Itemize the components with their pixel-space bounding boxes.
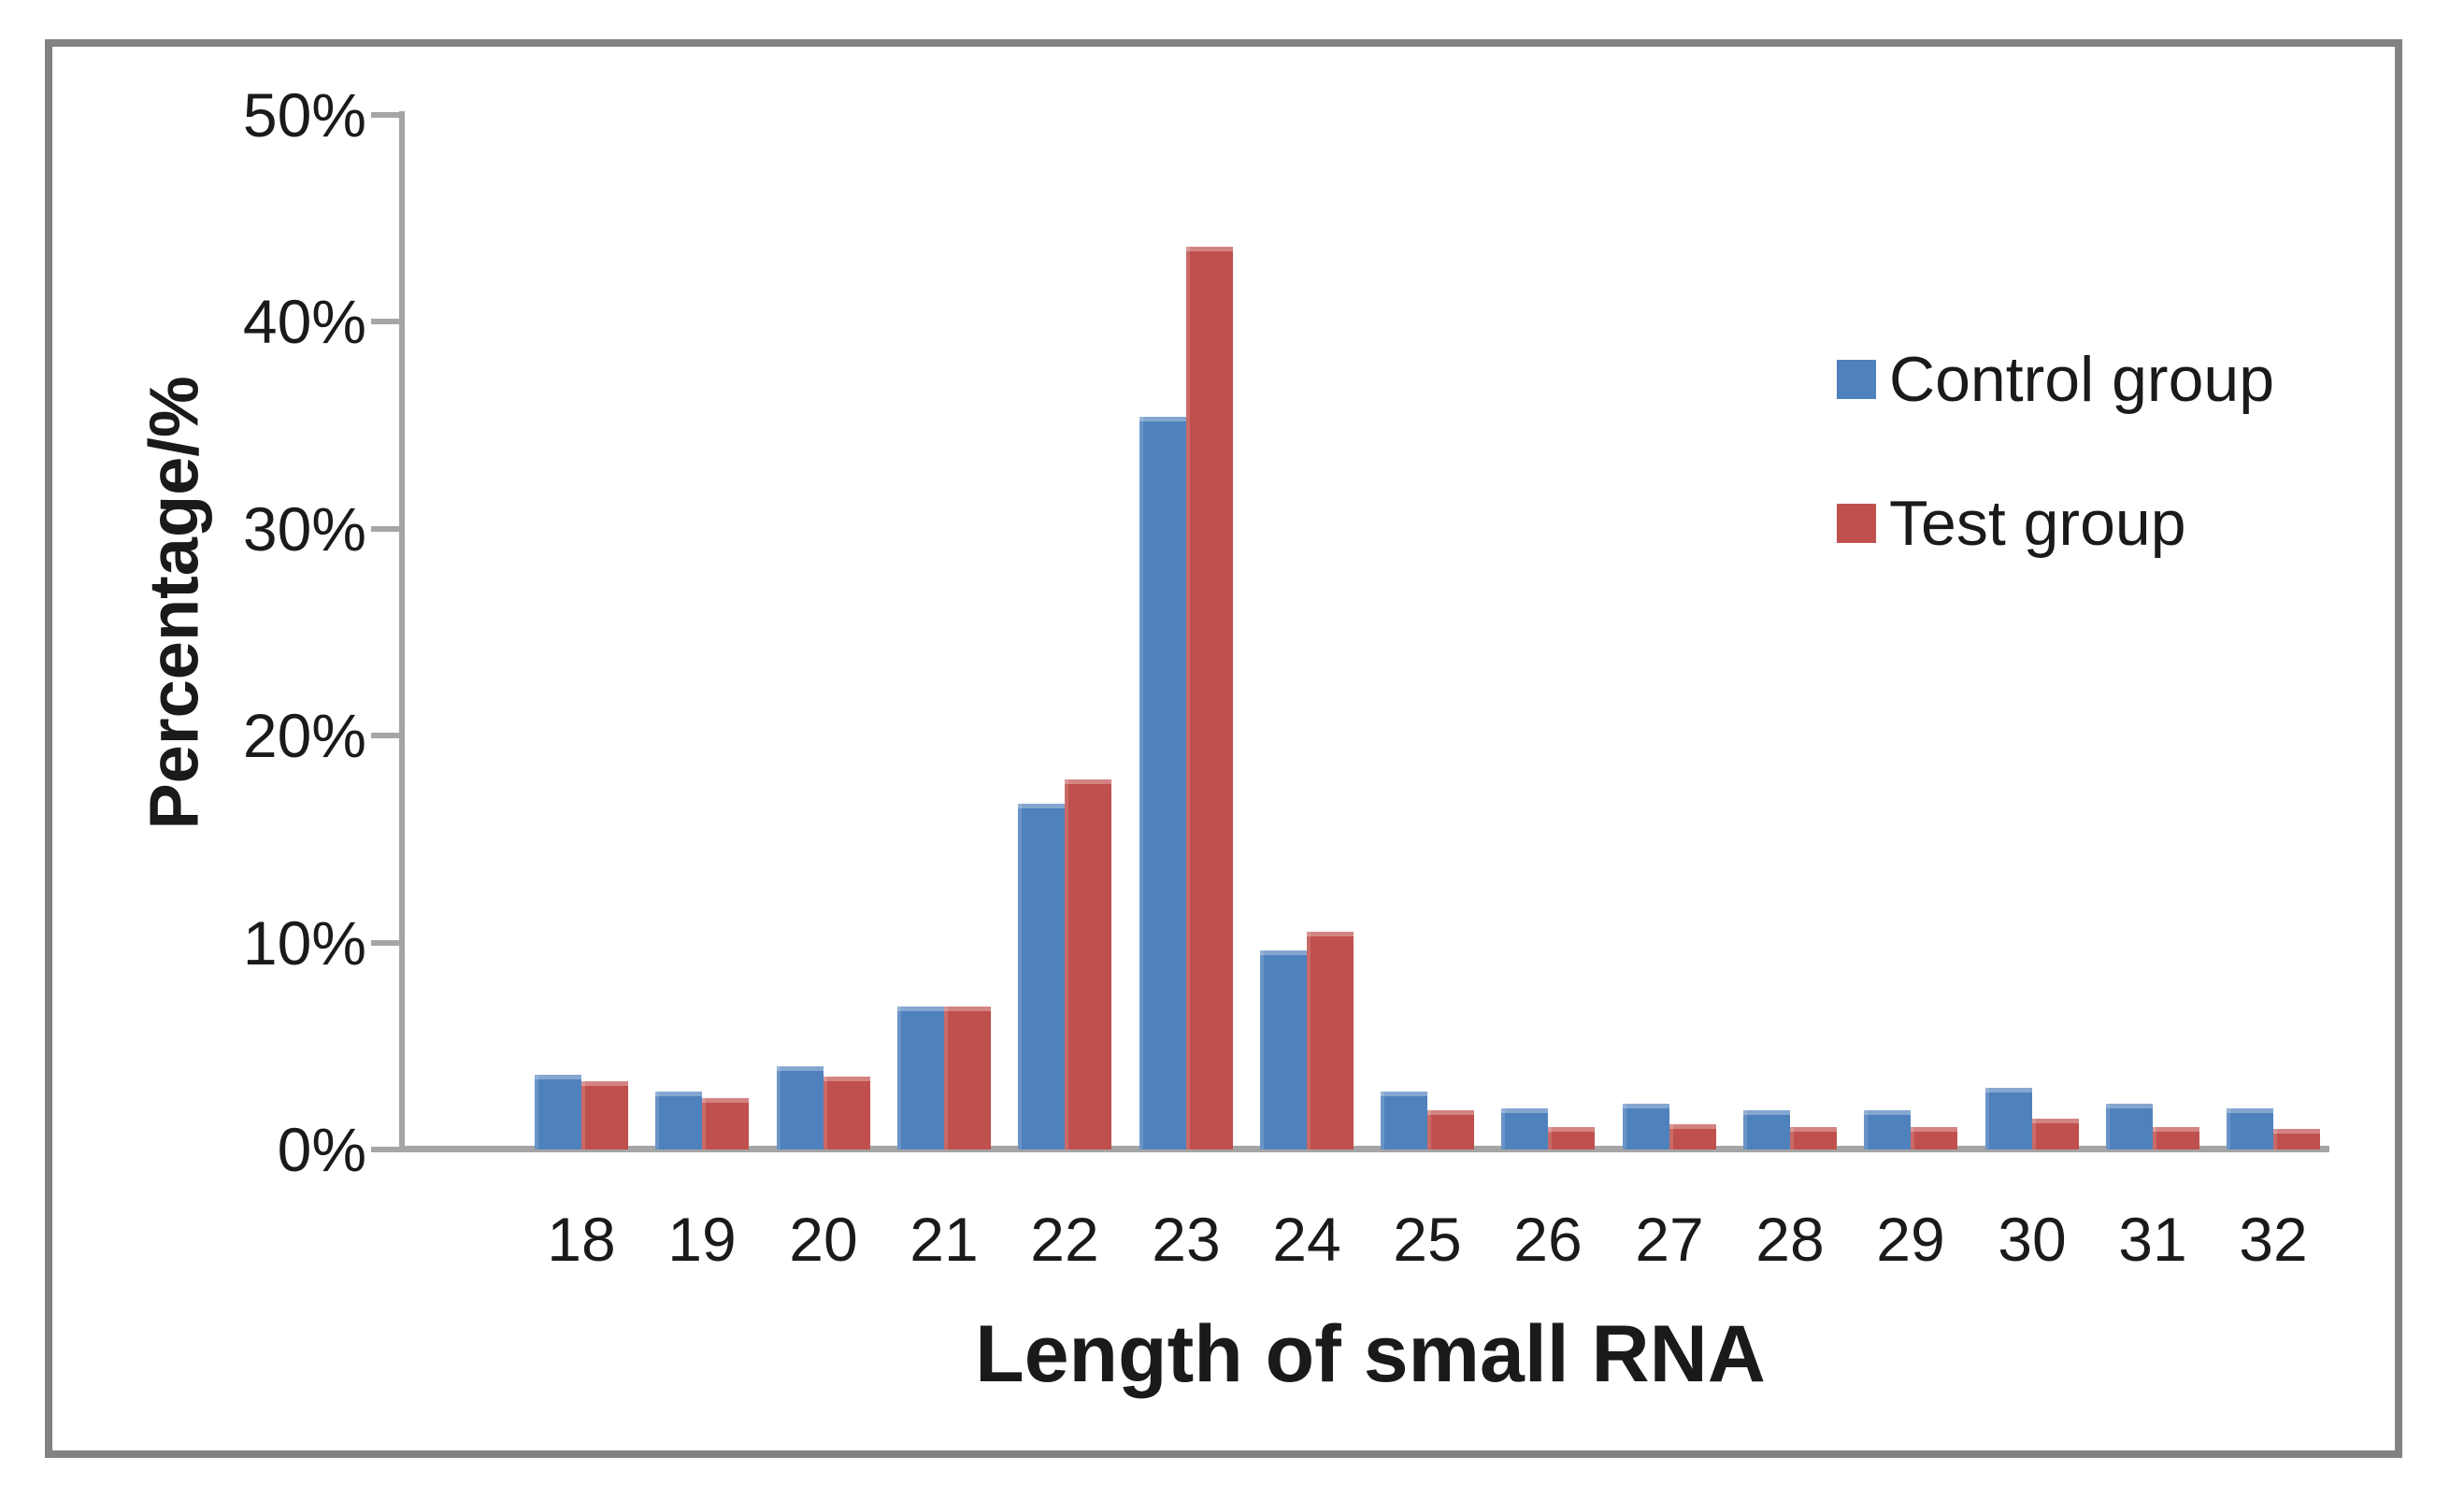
- y-tick-label-0%: 0%: [277, 1115, 366, 1184]
- x-tick-label-27: 27: [1635, 1205, 1704, 1274]
- legend: Control group Test group: [1837, 346, 2274, 557]
- x-axis-title: Length of small RNA: [975, 1309, 1766, 1399]
- x-tick-label-32: 32: [2239, 1205, 2308, 1274]
- bar-control-32: [2227, 1108, 2273, 1149]
- bar-test-31: [2153, 1127, 2199, 1149]
- bar-test-24: [1307, 932, 1354, 1149]
- x-tick-label-25: 25: [1393, 1205, 1462, 1274]
- bar-test-19: [702, 1098, 749, 1149]
- bar-control-22: [1018, 804, 1065, 1149]
- y-tick-20%: [371, 733, 399, 738]
- bar-control-23: [1139, 417, 1186, 1149]
- y-tick-label-30%: 30%: [242, 494, 366, 564]
- legend-swatch-control-icon: [1837, 360, 1876, 399]
- x-tick-label-29: 29: [1876, 1205, 1945, 1274]
- bar-test-25: [1427, 1110, 1474, 1149]
- x-tick-label-30: 30: [1998, 1205, 2067, 1274]
- y-tick-50%: [371, 112, 399, 118]
- x-tick-label-24: 24: [1272, 1205, 1341, 1274]
- x-tick-label-23: 23: [1152, 1205, 1221, 1274]
- bar-test-27: [1669, 1124, 1716, 1149]
- x-tick-label-18: 18: [547, 1205, 616, 1274]
- legend-item-control: Control group: [1837, 346, 2274, 413]
- bar-test-22: [1065, 779, 1111, 1149]
- x-tick-label-19: 19: [667, 1205, 737, 1274]
- bar-test-21: [944, 1007, 991, 1149]
- y-tick-label-50%: 50%: [242, 80, 366, 150]
- bar-test-30: [2032, 1119, 2079, 1149]
- x-tick-label-20: 20: [789, 1205, 858, 1274]
- x-axis-line: [399, 1146, 2329, 1152]
- x-tick-label-22: 22: [1030, 1205, 1099, 1274]
- x-tick-label-28: 28: [1755, 1205, 1825, 1274]
- x-tick-label-31: 31: [2118, 1205, 2187, 1274]
- bar-control-30: [1985, 1088, 2032, 1149]
- legend-item-test: Test group: [1837, 490, 2274, 557]
- bar-control-21: [897, 1007, 944, 1149]
- bar-control-25: [1381, 1092, 1427, 1149]
- y-tick-label-10%: 10%: [242, 908, 366, 978]
- bar-control-19: [655, 1092, 702, 1149]
- bar-control-24: [1260, 950, 1307, 1149]
- bar-test-28: [1790, 1127, 1837, 1149]
- bar-test-32: [2273, 1129, 2320, 1149]
- bar-control-28: [1743, 1110, 1790, 1149]
- y-tick-0%: [371, 1147, 399, 1152]
- bar-control-18: [535, 1075, 581, 1149]
- y-tick-label-40%: 40%: [242, 287, 366, 356]
- y-tick-30%: [371, 526, 399, 532]
- bar-control-20: [777, 1066, 824, 1149]
- bar-test-26: [1548, 1127, 1595, 1149]
- bar-test-20: [824, 1077, 870, 1149]
- legend-swatch-test-icon: [1837, 504, 1876, 543]
- x-tick-label-21: 21: [910, 1205, 979, 1274]
- bar-control-26: [1501, 1108, 1548, 1149]
- y-tick-10%: [371, 940, 399, 946]
- legend-label-control: Control group: [1889, 344, 2275, 415]
- bar-test-23: [1186, 247, 1233, 1149]
- y-axis-line: [399, 111, 405, 1152]
- bar-test-29: [1911, 1127, 1957, 1149]
- y-tick-label-20%: 20%: [242, 701, 366, 770]
- bar-control-31: [2106, 1104, 2153, 1149]
- bar-test-18: [581, 1081, 628, 1149]
- x-tick-label-26: 26: [1513, 1205, 1583, 1274]
- bar-control-29: [1864, 1110, 1911, 1149]
- legend-label-test: Test group: [1889, 488, 2186, 559]
- bar-control-27: [1623, 1104, 1669, 1149]
- y-tick-40%: [371, 319, 399, 324]
